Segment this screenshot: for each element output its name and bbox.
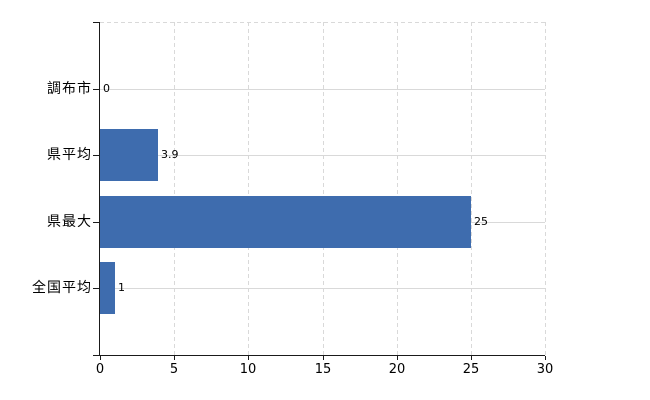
- value-label: 3.9: [161, 148, 179, 161]
- vertical-gridline: [545, 22, 546, 355]
- chart-bar: [100, 129, 158, 181]
- x-axis-tick-label: 15: [314, 362, 332, 377]
- x-axis-tick-label: 30: [536, 362, 554, 377]
- category-label: 県最大: [47, 214, 92, 230]
- horizontal-gridline: [100, 89, 545, 90]
- x-axis-tick-label: 10: [239, 362, 257, 377]
- x-axis-tick: [174, 356, 175, 360]
- vertical-gridline: [323, 22, 324, 355]
- vertical-gridline: [397, 22, 398, 355]
- x-axis-tick: [248, 356, 249, 360]
- horizontal-gridline: [100, 288, 545, 289]
- category-label: 調布市: [47, 81, 92, 97]
- x-axis-tick-label: 5: [169, 362, 179, 377]
- chart-bar: [100, 196, 471, 248]
- x-axis-tick-label: 0: [95, 362, 105, 377]
- vertical-gridline: [471, 22, 472, 355]
- value-label: 25: [474, 215, 488, 228]
- category-label: 県平均: [47, 147, 92, 163]
- x-axis-tick: [545, 356, 546, 360]
- y-axis-tick: [93, 155, 99, 156]
- y-axis-tick: [93, 288, 99, 289]
- y-axis-tick: [93, 222, 99, 223]
- horizontal-gridline: [100, 155, 545, 156]
- x-axis-tick: [323, 356, 324, 360]
- y-axis-tick: [93, 89, 99, 90]
- chart-bar: [100, 262, 115, 314]
- x-axis-tick: [100, 356, 101, 360]
- x-axis-tick-label: 25: [462, 362, 480, 377]
- category-label: 全国平均: [32, 280, 92, 296]
- y-axis-tick: [93, 22, 99, 23]
- plot-top-border-gridline: [100, 22, 545, 23]
- x-axis-tick-label: 20: [388, 362, 406, 377]
- vertical-gridline: [174, 22, 175, 355]
- x-axis-tick: [471, 356, 472, 360]
- value-label: 0: [103, 82, 110, 95]
- x-axis-line: [99, 355, 545, 356]
- vertical-gridline: [248, 22, 249, 355]
- y-axis-tick: [93, 355, 99, 356]
- x-axis-tick: [397, 356, 398, 360]
- y-axis-line: [99, 22, 100, 356]
- value-label: 1: [118, 281, 125, 294]
